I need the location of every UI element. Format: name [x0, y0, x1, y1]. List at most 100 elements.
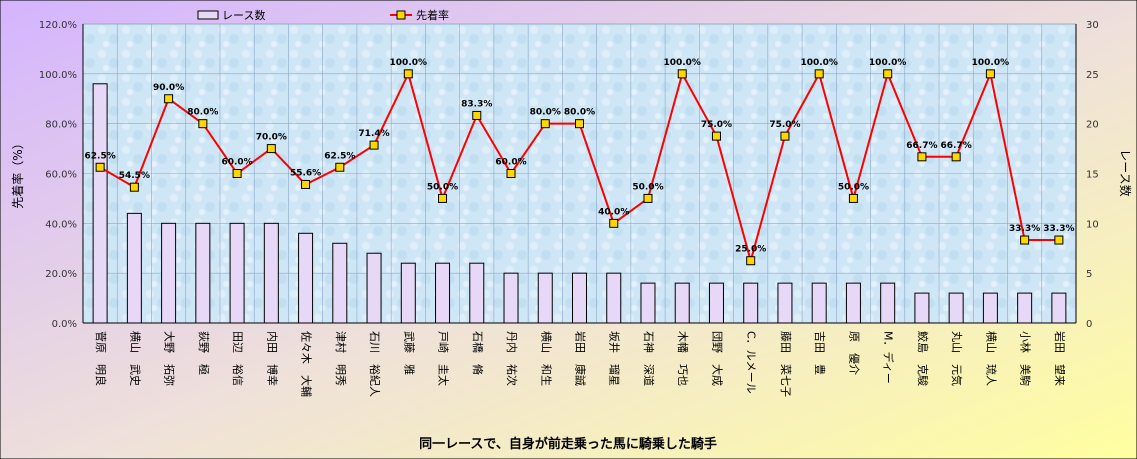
- rate-data-label: 100.0%: [800, 58, 838, 68]
- rate-marker: [985, 69, 995, 79]
- rate-marker: [951, 152, 961, 162]
- legend-bar-swatch: [197, 10, 219, 20]
- rate-marker: [780, 131, 790, 141]
- category-label: 岩田 望来: [1053, 331, 1067, 386]
- x-axis-title: 同一レースで、自身が前走乗った馬に騎乗した騎手: [419, 436, 717, 452]
- y-tick-label: 60.0%: [45, 170, 77, 181]
- y-tick-label: 80.0%: [45, 120, 77, 131]
- bar: [1051, 292, 1067, 324]
- y-tick-label: 100.0%: [39, 70, 77, 81]
- bar: [195, 222, 211, 324]
- grid: [83, 23, 1076, 324]
- bar: [298, 232, 314, 324]
- category-label: 津村 明秀: [334, 331, 348, 386]
- rate-marker: [883, 69, 893, 79]
- bar: [743, 282, 759, 324]
- category-label: 佐々木 大輔: [300, 331, 314, 397]
- rate-marker: [506, 169, 516, 178]
- axes: 0.0% 20.0% 40.0% 60.0% 80.0% 100.0% 120.0% 0 5 10…: [39, 20, 1099, 397]
- bar: [92, 83, 108, 324]
- rate-data-label: 60.0%: [495, 158, 526, 168]
- rate-data-label: 40.0%: [598, 207, 629, 217]
- bar: [537, 272, 553, 324]
- rate-data-label: 100.0%: [972, 58, 1010, 68]
- bar: [845, 282, 861, 324]
- rate-data-label: 33.3%: [1043, 224, 1074, 234]
- legend: レース数 先着率: [197, 8, 449, 22]
- rate-marker: [1054, 235, 1064, 245]
- rate-marker: [575, 119, 584, 129]
- category-label: 横山 琉人: [984, 331, 998, 386]
- rate-marker: [198, 119, 208, 129]
- y-axis-title: 先着率（%）: [10, 137, 25, 208]
- category-label: 大野 拓弥: [163, 331, 177, 386]
- category-label: 田辺 裕信: [231, 331, 244, 386]
- y2-tick-label: 20: [1086, 120, 1099, 131]
- bar: [914, 292, 930, 324]
- rate-marker: [335, 162, 345, 172]
- category-label: 吉田 豊: [813, 331, 826, 375]
- y2-tick-label: 25: [1086, 70, 1099, 81]
- rate-data-label: 50.0%: [632, 182, 663, 192]
- rate-marker: [677, 69, 687, 79]
- category-label: 原 優介: [847, 331, 860, 375]
- rate-marker: [711, 131, 721, 141]
- category-label: 荻野 極: [197, 331, 211, 375]
- category-label: 鮫島 克駿: [916, 331, 930, 386]
- y2-tick-label: 15: [1086, 170, 1099, 181]
- category-label: 岩田 康誠: [574, 331, 588, 386]
- rate-data-label: 55.6%: [290, 168, 321, 178]
- bar: [161, 222, 177, 324]
- rate-marker: [369, 140, 379, 150]
- y2-tick-label: 5: [1086, 269, 1092, 280]
- rate-marker: [164, 94, 174, 104]
- y-tick-label: 40.0%: [45, 219, 77, 230]
- rate-marker: [917, 152, 927, 162]
- legend-bar-label: レース数: [222, 9, 265, 22]
- rate-data-label: 75.0%: [769, 120, 800, 130]
- bar: [640, 282, 656, 324]
- rate-data-label: 50.0%: [427, 182, 458, 192]
- bar: [1017, 292, 1033, 324]
- category-label: 小林 美駒: [1019, 331, 1033, 386]
- category-label: 団野 大成: [710, 331, 724, 386]
- rate-data-label: 80.0%: [530, 108, 561, 118]
- category-label: 木幡 巧也: [676, 331, 690, 386]
- category-label: 石川 裕紀人: [368, 331, 381, 397]
- bar: [572, 272, 587, 324]
- bar: [674, 282, 690, 324]
- category-label: C．ルメール: [745, 331, 758, 394]
- bar: [811, 282, 827, 324]
- rate-data-label: 54.5%: [119, 171, 150, 181]
- rate-data-label: 66.7%: [941, 141, 972, 151]
- y-tick-label: 120.0%: [39, 20, 77, 31]
- y2-axis-title: レース数: [1118, 149, 1133, 196]
- rate-marker: [472, 110, 482, 120]
- y2-tick-label: 10: [1086, 219, 1099, 230]
- bar: [366, 252, 382, 324]
- rate-marker: [129, 182, 139, 192]
- rate-data-label: 100.0%: [390, 58, 428, 68]
- category-label: 丸山 元気: [950, 331, 964, 386]
- category-label: 横山 武史: [128, 331, 142, 386]
- bar: [606, 272, 622, 324]
- bar: [777, 282, 793, 324]
- bar: [332, 242, 348, 324]
- bar: [708, 282, 724, 324]
- legend-line-label: 先着率: [416, 8, 449, 22]
- category-label: 藤田 菜七子: [779, 331, 792, 397]
- y2-tick-label: 30: [1086, 20, 1099, 31]
- rate-data-label: 25.0%: [735, 245, 766, 255]
- rate-data-label: 33.3%: [1009, 224, 1040, 234]
- rate-marker: [403, 69, 413, 79]
- legend-line-marker: [396, 10, 406, 20]
- category-label: 菅原 明良: [94, 331, 108, 386]
- rate-marker: [438, 193, 448, 203]
- rate-data-label: 100.0%: [663, 58, 701, 68]
- rate-data-label: 80.0%: [564, 108, 595, 118]
- rate-marker: [848, 193, 858, 203]
- bar: [263, 222, 279, 324]
- category-label: 横山 和生: [539, 331, 553, 386]
- category-label: 石神 深道: [642, 331, 656, 386]
